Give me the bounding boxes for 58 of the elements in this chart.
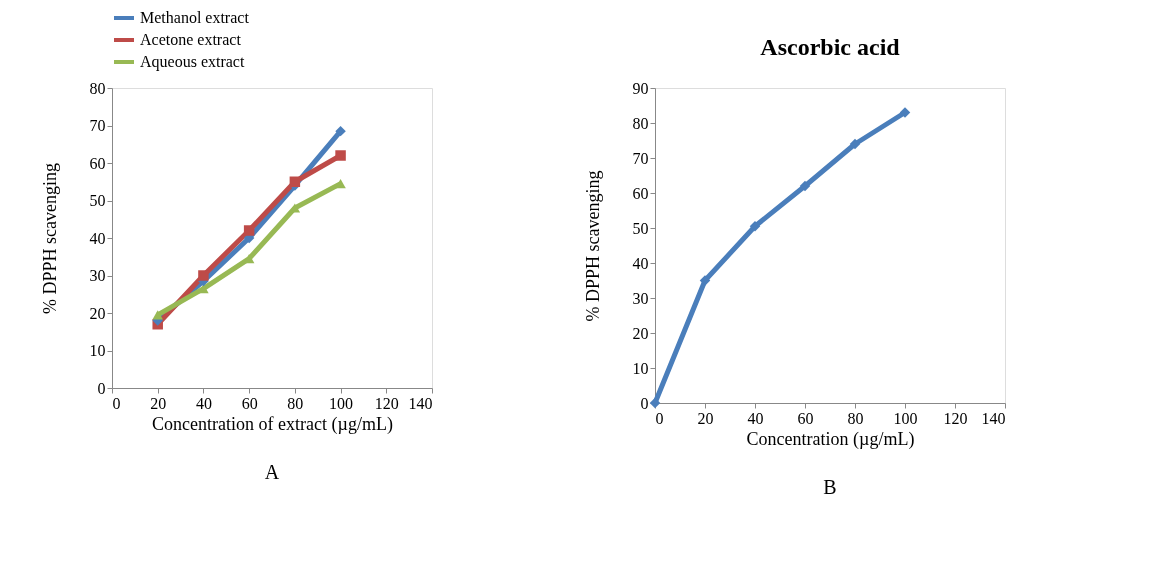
x-tick-label: 100	[329, 394, 354, 412]
y-tick-label: 90	[632, 79, 649, 97]
y-tick-label: 50	[632, 219, 649, 237]
y-tick-label: 0	[97, 379, 106, 397]
point	[799, 180, 811, 192]
y-tick-label: 40	[632, 254, 649, 272]
x-tick-label: 40	[747, 409, 764, 427]
point	[335, 150, 346, 161]
y-tick-label: 10	[632, 359, 649, 377]
x-tick-label: 140	[408, 394, 433, 412]
y-tick-label: 70	[89, 117, 106, 134]
point	[899, 107, 911, 118]
point	[198, 284, 209, 294]
x-tick-label: 120	[943, 409, 968, 427]
y-tick-label: 60	[89, 154, 106, 172]
point	[749, 221, 761, 232]
x-tick-label: 140	[981, 409, 1006, 427]
x-tick-label: 60	[797, 409, 814, 427]
y-tick-label: 20	[89, 304, 106, 322]
y-tick-label: 80	[89, 79, 106, 97]
y-tick-label: 80	[632, 114, 649, 132]
y-tick-label: 60	[632, 184, 649, 202]
y-tick-label: 10	[89, 342, 106, 359]
x-tick-label: 80	[847, 409, 864, 427]
y-tick-label: 40	[89, 229, 106, 247]
x-tick-label: 0	[112, 394, 121, 412]
point	[289, 176, 301, 187]
x-axis-title: Concentration (µg/mL)	[746, 428, 915, 450]
x-tick-label: 120	[374, 394, 399, 412]
y-tick-label: 30	[632, 289, 649, 307]
point	[699, 275, 711, 286]
x-tick-label: 60	[241, 394, 258, 412]
chart-title: Ascorbic acid	[760, 34, 901, 60]
y-axis-title: % DPPH scavenging	[582, 170, 603, 322]
x-tick-label: 20	[697, 409, 714, 427]
y-tick-label: 30	[89, 267, 106, 284]
legend-label: Methanol extract	[140, 9, 250, 26]
point	[335, 125, 346, 137]
point	[243, 225, 255, 236]
point	[849, 138, 861, 150]
y-axis-title: % DPPH scavenging	[39, 163, 60, 314]
y-tick-label: 70	[632, 149, 649, 167]
y-tick-label: 20	[632, 324, 649, 342]
point	[152, 310, 163, 320]
y-tick-label: 50	[89, 192, 106, 209]
x-tick-label: 0	[655, 409, 664, 427]
x-tick-label: 80	[287, 394, 304, 412]
x-tick-label: 100	[893, 409, 918, 427]
point	[198, 270, 209, 281]
legend-label: Aqueous extract	[140, 53, 245, 71]
point	[335, 179, 346, 189]
point	[649, 397, 661, 409]
legend-label: Acetone extract	[140, 31, 242, 48]
text: B	[823, 476, 837, 498]
x-tick-label: 20	[150, 394, 167, 412]
x-axis-title: Concentration of extract (µg/mL)	[152, 413, 393, 435]
text: A	[264, 461, 280, 483]
x-tick-label: 40	[195, 394, 212, 412]
